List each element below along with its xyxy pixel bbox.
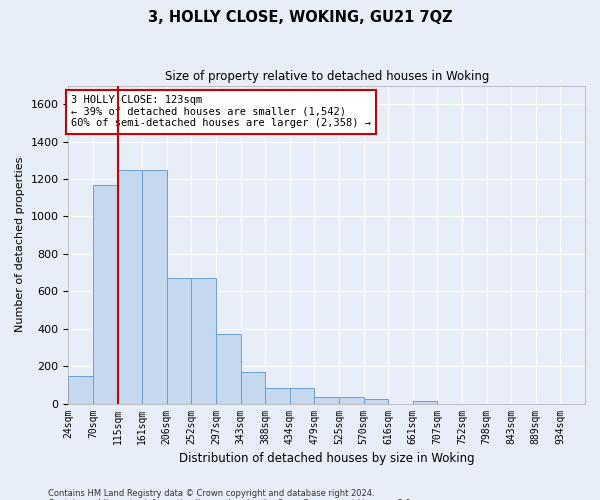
Bar — [142, 170, 167, 404]
Bar — [191, 278, 216, 404]
Bar — [167, 278, 191, 404]
Bar — [216, 334, 241, 404]
Bar — [118, 170, 142, 404]
Title: Size of property relative to detached houses in Woking: Size of property relative to detached ho… — [164, 70, 489, 83]
Bar — [68, 376, 93, 404]
Bar — [339, 397, 364, 404]
Bar — [265, 388, 290, 404]
Bar — [290, 388, 314, 404]
Bar — [413, 400, 437, 404]
Text: Contains public sector information licensed under the Open Government Licence v3: Contains public sector information licen… — [48, 498, 413, 500]
X-axis label: Distribution of detached houses by size in Woking: Distribution of detached houses by size … — [179, 452, 475, 465]
Bar — [314, 397, 339, 404]
Y-axis label: Number of detached properties: Number of detached properties — [15, 157, 25, 332]
Bar — [93, 184, 118, 404]
Text: 3, HOLLY CLOSE, WOKING, GU21 7QZ: 3, HOLLY CLOSE, WOKING, GU21 7QZ — [148, 10, 452, 25]
Bar — [241, 372, 265, 404]
Text: Contains HM Land Registry data © Crown copyright and database right 2024.: Contains HM Land Registry data © Crown c… — [48, 488, 374, 498]
Text: 3 HOLLY CLOSE: 123sqm
← 39% of detached houses are smaller (1,542)
60% of semi-d: 3 HOLLY CLOSE: 123sqm ← 39% of detached … — [71, 95, 371, 128]
Bar — [364, 400, 388, 404]
